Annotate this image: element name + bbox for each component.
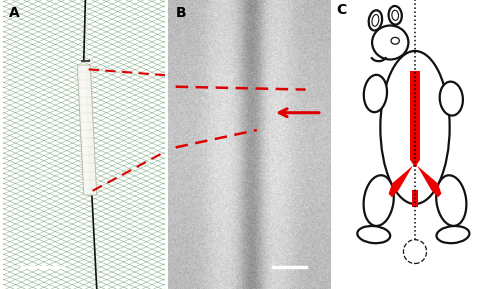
Ellipse shape bbox=[392, 10, 398, 21]
Ellipse shape bbox=[440, 81, 463, 116]
Ellipse shape bbox=[372, 14, 379, 26]
Bar bbox=[412, 190, 418, 208]
Text: C: C bbox=[336, 3, 346, 16]
Bar bbox=[410, 71, 420, 160]
Ellipse shape bbox=[436, 226, 470, 243]
Ellipse shape bbox=[391, 37, 400, 44]
Ellipse shape bbox=[436, 175, 466, 226]
Ellipse shape bbox=[368, 10, 382, 31]
Text: B: B bbox=[176, 6, 186, 20]
Ellipse shape bbox=[358, 226, 390, 243]
Circle shape bbox=[404, 240, 426, 264]
Polygon shape bbox=[388, 160, 442, 197]
Ellipse shape bbox=[364, 75, 387, 112]
Text: A: A bbox=[9, 6, 20, 20]
Ellipse shape bbox=[380, 51, 450, 204]
Ellipse shape bbox=[364, 175, 394, 226]
Polygon shape bbox=[77, 65, 97, 195]
Ellipse shape bbox=[372, 25, 408, 60]
Ellipse shape bbox=[388, 6, 402, 25]
Polygon shape bbox=[80, 66, 90, 194]
